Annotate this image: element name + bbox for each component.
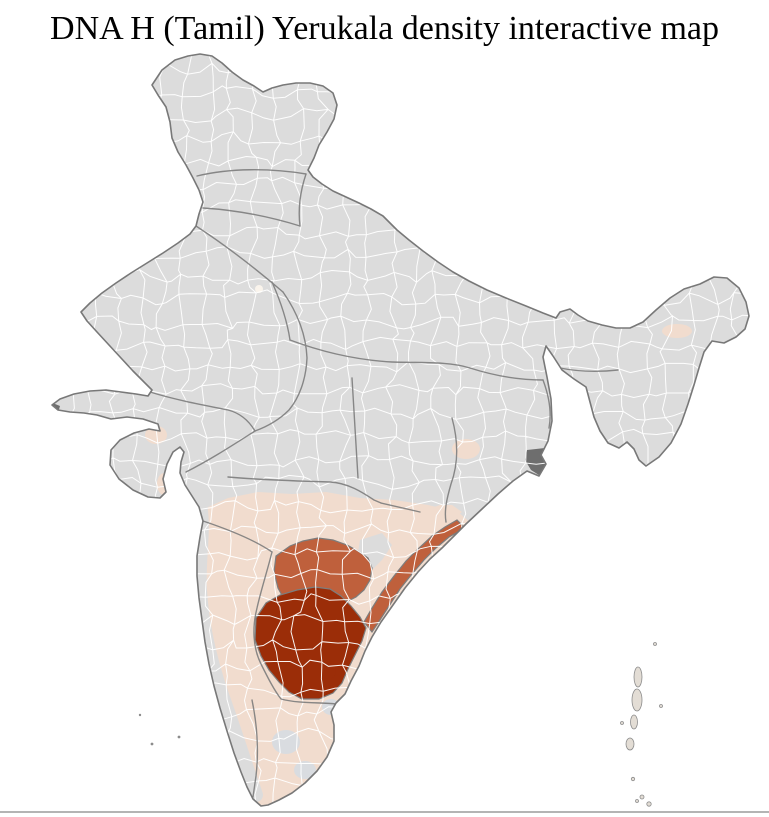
region-low-density-assam[interactable] [662,324,692,338]
region-low-density-jharkhand-border[interactable] [452,439,480,459]
no-data-patch-tamilnadu-2[interactable] [294,761,316,779]
delhi-district[interactable] [255,285,263,293]
state-borders [149,169,619,798]
andaman-nicobar-islands[interactable] [620,642,663,807]
region-high-density-rayalaseema[interactable] [254,586,367,700]
region-low-density-coastal-odisha[interactable] [390,505,462,565]
region-high-density-coastal-patch[interactable] [322,663,336,679]
map-title: DNA H (Tamil) Yerukala density interacti… [50,10,719,47]
no-data-patch-tamilnadu-1[interactable] [272,730,300,754]
lakshadweep-islands[interactable] [138,713,181,746]
no-data-west-coast-band[interactable] [192,498,263,802]
bottom-divider [0,811,769,813]
